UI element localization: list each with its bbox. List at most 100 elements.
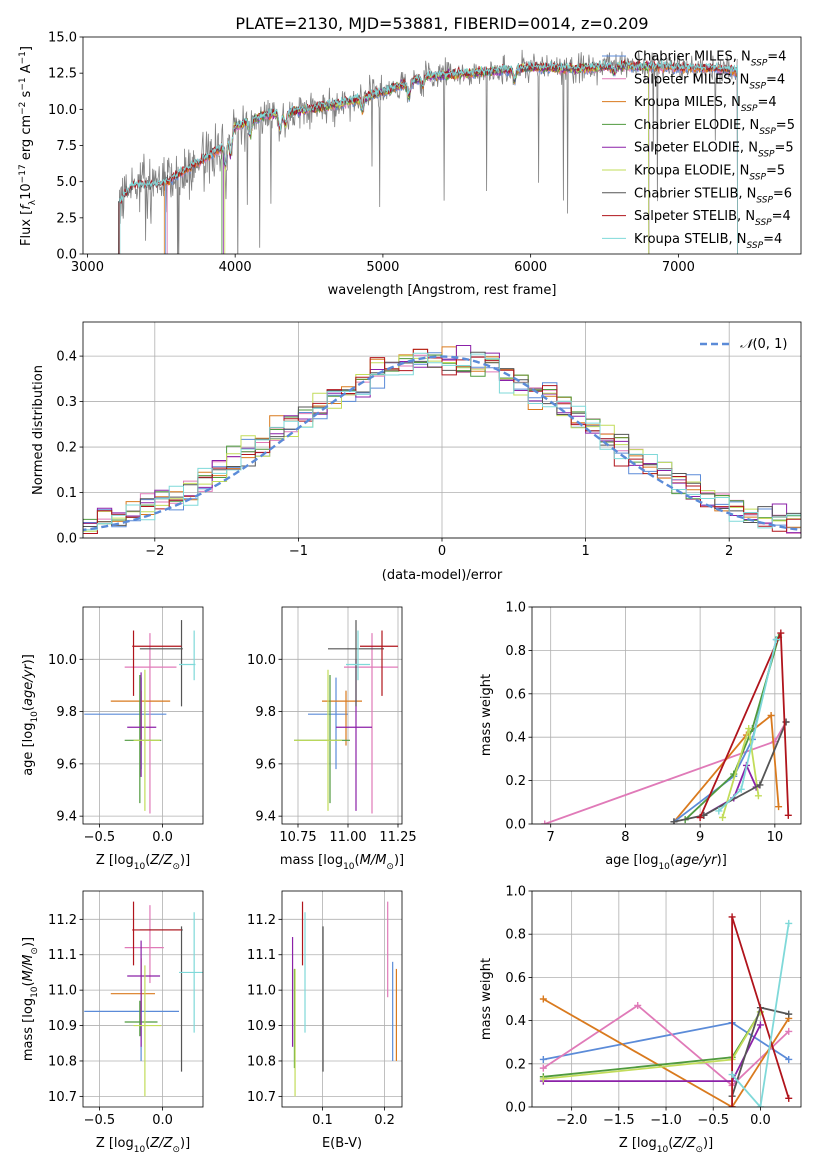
weight-marker bbox=[785, 919, 793, 927]
x-tick-label: 10 bbox=[767, 830, 784, 845]
label-part: SSP bbox=[759, 127, 776, 137]
x-tick-label: −1.5 bbox=[603, 1113, 635, 1128]
model-spectrum-kroupa-elodie bbox=[224, 61, 650, 254]
label-part: mass [log bbox=[280, 853, 343, 868]
weight-marker bbox=[539, 995, 547, 1003]
y-tick-label: 11.2 bbox=[247, 913, 276, 928]
weight-line-chabrier-miles bbox=[673, 639, 778, 823]
y-axis-label: age [log10(age/yr)] bbox=[21, 654, 40, 776]
mass-vs-ebv-frame bbox=[281, 890, 403, 1108]
age-vs-mass-frame bbox=[281, 606, 403, 825]
y-tick-label: 11.0 bbox=[247, 984, 276, 999]
normal-reference-curve bbox=[83, 355, 801, 532]
label-part: Z [log bbox=[96, 1136, 134, 1151]
x-tick-label: 5000 bbox=[366, 260, 399, 275]
y-tick-label: 0.3 bbox=[56, 395, 77, 410]
y-tick-label: 10.7 bbox=[48, 1090, 77, 1105]
model-spectrum-kroupa-stelib bbox=[119, 59, 738, 254]
y-tick-label: 0.6 bbox=[505, 687, 526, 702]
y-tick-label: 1.0 bbox=[505, 885, 526, 900]
label-part: 10 bbox=[19, 183, 34, 200]
weight-marker bbox=[754, 792, 762, 800]
label-part: Kroupa MILES, N bbox=[634, 95, 741, 110]
weight-marker bbox=[785, 1094, 793, 1102]
y-tick-label: 1.0 bbox=[505, 601, 526, 616]
label-part: SSP bbox=[747, 241, 764, 251]
y-tick-label: 10.0 bbox=[48, 653, 77, 668]
label-part: A bbox=[19, 64, 34, 77]
label-part: age/yr bbox=[675, 853, 718, 868]
label-part: age [log bbox=[21, 723, 36, 776]
label-part: =4 bbox=[772, 209, 791, 224]
label-part: ( bbox=[21, 706, 36, 711]
weight-vs-age-grid bbox=[532, 606, 801, 825]
mass-vs-ebv-plot-area bbox=[291, 901, 398, 1097]
weight-marker bbox=[785, 1010, 793, 1018]
model-spectrum-salpeter-elodie bbox=[222, 61, 650, 254]
weight-line-salpeter-miles bbox=[542, 1004, 790, 1087]
label-part: ⊙ bbox=[172, 862, 180, 872]
weight-marker bbox=[756, 1021, 764, 1029]
age-vs-Z-grid bbox=[83, 607, 203, 824]
y-axis-label: mass weight bbox=[479, 958, 494, 1040]
legend-label: 𝒩(0, 1) bbox=[740, 337, 787, 352]
y-tick-label: 0.4 bbox=[505, 731, 526, 746]
label-part: )] bbox=[180, 1136, 190, 1151]
x-tick-label: −2.0 bbox=[556, 1113, 588, 1128]
weight-marker bbox=[719, 813, 727, 821]
weight-marker bbox=[777, 629, 785, 637]
y-axis-label: mass [log10(M/M⊙)] bbox=[21, 937, 40, 1061]
x-tick-label: 7000 bbox=[662, 260, 695, 275]
weight-marker bbox=[539, 1075, 547, 1083]
weight-marker bbox=[696, 813, 704, 821]
x-tick-label: 11.25 bbox=[379, 830, 416, 845]
label-part: Chabrier STELIB, N bbox=[634, 186, 756, 201]
x-tick-label: −0.5 bbox=[84, 1113, 116, 1128]
label-part: ( bbox=[670, 853, 675, 868]
legend-label: Kroupa MILES, NSSP=4 bbox=[634, 95, 777, 114]
label-part: =4 bbox=[766, 72, 785, 87]
spectrum-panel: 3000 4000 5000 6000 7000 0.0 2.5 5.0 7.5 10.0 12.5… bbox=[18, 31, 802, 298]
x-axis-label: (data-model)/error bbox=[382, 568, 503, 583]
weight-marker bbox=[785, 1055, 793, 1063]
label-part: =4 bbox=[767, 50, 786, 65]
y-tick-label: 5.0 bbox=[56, 175, 77, 190]
residuals-panel: −2 −1 0 1 2 0.0 0.1 0.2 0.3 0.4 (data-model)/error… bbox=[31, 321, 802, 583]
weight-marker bbox=[756, 1103, 764, 1107]
y-tick-label: 10.8 bbox=[247, 1054, 276, 1069]
label-part: =5 bbox=[774, 141, 793, 156]
weight-marker bbox=[745, 725, 753, 733]
label-part: Chabrier ELODIE, N bbox=[634, 118, 759, 133]
label-part: )] bbox=[21, 654, 36, 664]
y-tick-label: 0.4 bbox=[56, 350, 77, 365]
y-axis-label: Flux [fλ10−17 erg cm−2 s−1 A−1] bbox=[18, 46, 38, 246]
mass-vs-Z-frame bbox=[82, 890, 204, 1108]
y-tick-label: 7.5 bbox=[56, 139, 77, 154]
label-part: Flux [ bbox=[19, 210, 34, 246]
legend-label: Kroupa STELIB, NSSP=4 bbox=[634, 232, 782, 251]
x-tick-label: 4000 bbox=[219, 260, 252, 275]
label-part: ( bbox=[668, 1136, 673, 1151]
label-part: −1 bbox=[18, 77, 28, 90]
y-tick-label: 2.5 bbox=[56, 211, 77, 226]
mass-vs-ebv-panel: 0.1 0.2 10.7 10.8 10.9 11.0 11.1 11.2 E(B-V) bbox=[247, 890, 403, 1151]
legend-label: Chabrier STELIB, NSSP=6 bbox=[634, 186, 792, 205]
y-tick-label: 9.4 bbox=[56, 810, 77, 825]
y-tick-label: 0.2 bbox=[505, 774, 526, 789]
label-part: 10 bbox=[658, 862, 670, 872]
weight-line-chabrier-stelib bbox=[673, 721, 787, 823]
x-tick-label: 0.2 bbox=[374, 1113, 395, 1128]
y-tick-label: 10.0 bbox=[48, 103, 77, 118]
label-part: M/M bbox=[360, 853, 387, 868]
x-tick-label: 6000 bbox=[514, 260, 547, 275]
label-part: 10 bbox=[30, 986, 40, 998]
x-tick-label: 9 bbox=[696, 830, 704, 845]
weight-marker bbox=[539, 1064, 547, 1072]
residuals-plot-area bbox=[83, 345, 801, 534]
y-tick-label: 0.0 bbox=[56, 532, 77, 547]
y-tick-label: 0.8 bbox=[505, 928, 526, 943]
age-vs-Z-frame bbox=[82, 606, 204, 825]
figure-title: PLATE=2130, MJD=53881, FIBERID=0014, z=0… bbox=[235, 14, 648, 33]
